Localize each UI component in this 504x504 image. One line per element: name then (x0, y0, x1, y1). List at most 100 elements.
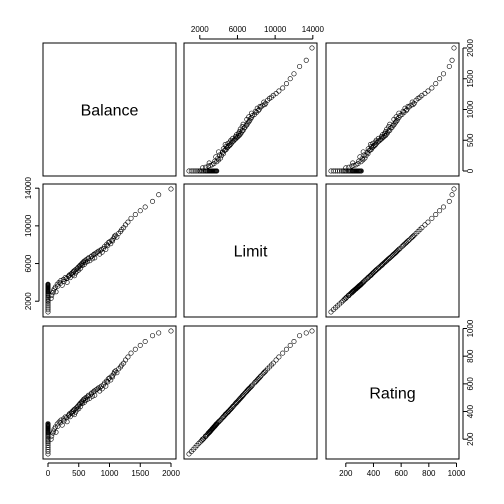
data-point-r1-c0-56 (70, 269, 76, 275)
data-point-r0-c1-114 (276, 88, 282, 94)
data-point-r1-c2-121 (451, 186, 457, 192)
data-point-r0-c1-121 (309, 45, 315, 51)
data-point-r2-c1-106 (262, 369, 268, 375)
data-point-r1-c2-112 (419, 225, 425, 231)
data-point-r2-c1-87 (240, 392, 246, 398)
data-point-r0-c1-31 (200, 165, 206, 171)
data-point-r1-c2-62 (372, 268, 378, 274)
data-point-r1-c2-116 (433, 212, 439, 218)
data-point-r1-c2-78 (383, 259, 389, 265)
data-point-r2-c1-121 (309, 328, 315, 334)
data-point-r2-c1-119 (297, 333, 303, 339)
data-point-r2-c0-87 (92, 392, 98, 398)
data-point-r1-c0-30 (45, 281, 51, 287)
data-point-r1-c2-104 (405, 238, 411, 244)
data-point-r2-c1-112 (270, 360, 276, 366)
data-point-r2-c0-46 (62, 414, 68, 420)
bottom-tick-label-balance-1000: 1000 (101, 469, 119, 478)
data-point-r1-c2-71 (378, 262, 384, 268)
data-point-r2-c1-62 (227, 407, 233, 413)
data-point-r1-c0-117 (137, 208, 143, 214)
data-point-r0-c2-4 (337, 168, 343, 174)
data-point-r2-c1-114 (276, 354, 282, 360)
data-point-r0-c1-115 (280, 85, 286, 91)
data-point-r2-c1-104 (257, 374, 263, 380)
data-point-r0-c1-4 (194, 168, 200, 174)
data-point-r2-c0-121 (168, 328, 174, 334)
data-point-r0-c2-119 (446, 63, 452, 69)
data-point-r0-c2-115 (429, 85, 435, 91)
data-point-r0-c2-117 (437, 76, 443, 82)
right-tick-label-balance-1500: 1500 (466, 69, 475, 87)
data-point-r1-c0-45 (61, 278, 67, 284)
data-point-r2-c0-58 (71, 412, 77, 418)
data-point-r0-c2-100 (403, 108, 409, 114)
data-point-r0-c1-58 (222, 142, 228, 148)
data-point-r0-c2-43 (357, 154, 363, 160)
data-point-r0-c1-104 (257, 103, 263, 109)
data-point-r2-c0-97 (103, 383, 109, 389)
data-point-r1-c2-5 (339, 299, 345, 305)
data-point-r0-c2-118 (440, 71, 446, 77)
data-point-r1-c2-45 (361, 278, 367, 284)
panel-frame-r1-c0 (42, 183, 177, 318)
data-point-r1-c0-78 (84, 259, 90, 265)
top-tick-label-limit-2000: 2000 (191, 25, 209, 34)
data-point-r1-c2-94 (393, 249, 399, 255)
data-point-r2-c1-37 (206, 429, 212, 435)
data-point-r2-c0-48 (64, 419, 70, 425)
data-point-r2-c0-119 (150, 333, 156, 339)
data-point-r1-c0-2 (45, 305, 51, 311)
data-point-r2-c0-30 (45, 421, 51, 427)
data-point-r0-c1-48 (216, 149, 222, 155)
data-point-r1-c2-48 (360, 279, 366, 285)
panel-frame-r2-c1 (183, 325, 318, 460)
data-point-r1-c2-97 (396, 246, 402, 252)
data-point-r2-c0-42 (58, 417, 64, 423)
data-point-r0-c2-6 (340, 168, 346, 174)
data-point-r2-c1-68 (230, 404, 236, 410)
data-point-r0-c2-97 (396, 110, 402, 116)
data-point-r0-c2-87 (387, 121, 393, 127)
data-point-r2-c1-115 (280, 350, 286, 356)
data-point-r1-c2-39 (356, 283, 362, 289)
data-point-r2-c0-117 (137, 342, 143, 348)
data-point-r0-c1-120 (303, 57, 309, 63)
data-point-r0-c1-109 (265, 97, 271, 103)
data-point-r0-c1-56 (226, 143, 232, 149)
data-point-r0-c1-87 (240, 121, 246, 127)
right-tick-label-rating-600: 600 (466, 377, 475, 391)
data-point-r2-c0-106 (111, 369, 117, 375)
data-point-r0-c1-6 (197, 168, 203, 174)
data-point-r1-c2-102 (402, 241, 408, 247)
data-point-r1-c0-109 (116, 230, 122, 236)
data-point-r0-c1-119 (297, 63, 303, 69)
data-point-r1-c0-4 (45, 301, 51, 307)
data-point-r2-c1-113 (273, 357, 279, 363)
data-point-r1-c2-118 (440, 204, 446, 210)
data-point-r1-c2-58 (367, 273, 373, 279)
data-point-r1-c0-120 (156, 192, 162, 198)
data-point-r2-c1-78 (236, 396, 242, 402)
data-point-r1-c0-104 (110, 238, 116, 244)
data-point-r1-c0-64 (75, 264, 81, 270)
left-tick-label-limit-2000: 2000 (24, 292, 33, 310)
data-point-r0-c1-42 (218, 155, 224, 161)
top-tick-label-limit-14000: 14000 (302, 25, 325, 34)
data-point-r1-c0-84 (89, 256, 95, 262)
top-tick-label-limit-6000: 6000 (229, 25, 247, 34)
data-point-r1-c0-31 (48, 295, 54, 301)
bottom-tick-label-balance-2000: 2000 (162, 469, 180, 478)
data-point-r1-c0-58 (71, 273, 77, 279)
panel-frame-r1-c2 (325, 183, 460, 318)
data-point-r1-c0-119 (150, 198, 156, 204)
right-tick-label-balance-2000: 2000 (466, 39, 475, 57)
data-point-r0-c1-7 (199, 168, 205, 174)
data-point-r1-c2-32 (346, 293, 352, 299)
bottom-tick-label-balance-500: 500 (72, 469, 86, 478)
data-point-r0-c2-37 (350, 160, 356, 166)
data-point-r0-c2-32 (346, 164, 352, 170)
data-point-r1-c2-114 (425, 219, 431, 225)
panel-frame-r2-c2 (325, 325, 460, 460)
